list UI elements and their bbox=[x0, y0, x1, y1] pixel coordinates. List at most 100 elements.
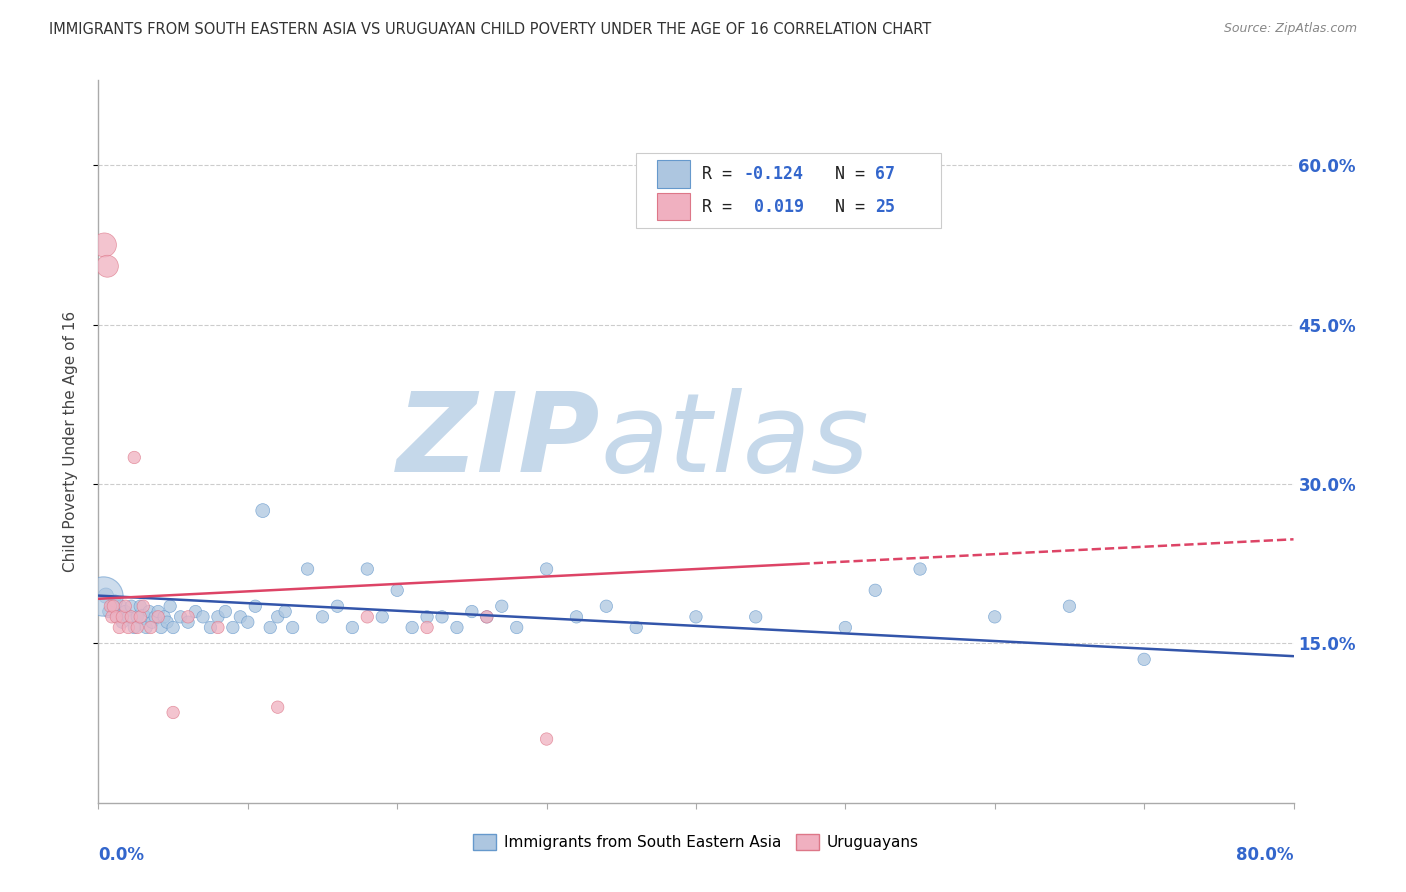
Text: N =: N = bbox=[815, 165, 876, 183]
Point bbox=[214, 605, 236, 619]
Point bbox=[156, 615, 179, 630]
Point bbox=[252, 503, 274, 517]
Point bbox=[127, 620, 149, 634]
Text: R =: R = bbox=[702, 165, 742, 183]
Point bbox=[107, 610, 129, 624]
Point bbox=[685, 610, 707, 624]
Point bbox=[565, 610, 588, 624]
Point bbox=[745, 610, 768, 624]
Point bbox=[111, 610, 134, 624]
Point bbox=[1133, 652, 1156, 666]
Point bbox=[135, 620, 157, 634]
Text: Source: ZipAtlas.com: Source: ZipAtlas.com bbox=[1223, 22, 1357, 36]
Point bbox=[311, 610, 333, 624]
Y-axis label: Child Poverty Under the Age of 16: Child Poverty Under the Age of 16 bbox=[63, 311, 77, 572]
Point bbox=[141, 615, 163, 630]
Text: N =: N = bbox=[815, 198, 876, 216]
Point bbox=[297, 562, 319, 576]
Point bbox=[356, 562, 378, 576]
Point bbox=[127, 610, 149, 624]
Point bbox=[536, 732, 558, 747]
Point bbox=[177, 615, 200, 630]
Point bbox=[236, 615, 259, 630]
Text: 80.0%: 80.0% bbox=[1236, 847, 1294, 864]
Legend: Immigrants from South Eastern Asia, Uruguayans: Immigrants from South Eastern Asia, Urug… bbox=[467, 829, 925, 856]
Point bbox=[595, 599, 617, 614]
Point bbox=[101, 599, 124, 614]
Point bbox=[132, 610, 155, 624]
Point bbox=[506, 620, 529, 634]
Point bbox=[117, 620, 139, 634]
Point bbox=[132, 599, 155, 614]
Point bbox=[93, 238, 115, 252]
Point bbox=[96, 259, 118, 273]
Point bbox=[229, 610, 252, 624]
Point bbox=[97, 605, 120, 619]
Point bbox=[114, 605, 136, 619]
Point bbox=[908, 562, 931, 576]
Text: IMMIGRANTS FROM SOUTH EASTERN ASIA VS URUGUAYAN CHILD POVERTY UNDER THE AGE OF 1: IMMIGRANTS FROM SOUTH EASTERN ASIA VS UR… bbox=[49, 22, 931, 37]
Point bbox=[98, 599, 122, 614]
Point bbox=[274, 605, 297, 619]
Point bbox=[117, 610, 139, 624]
Point bbox=[536, 562, 558, 576]
Point bbox=[124, 450, 146, 465]
Point bbox=[281, 620, 304, 634]
Point bbox=[356, 610, 378, 624]
Point bbox=[159, 599, 181, 614]
Point bbox=[984, 610, 1007, 624]
Point bbox=[416, 620, 439, 634]
Point bbox=[446, 620, 468, 634]
Point bbox=[385, 583, 409, 598]
Point bbox=[105, 610, 128, 624]
Point bbox=[103, 599, 125, 614]
Point bbox=[138, 605, 160, 619]
Point bbox=[491, 599, 513, 614]
Point bbox=[94, 589, 117, 603]
Text: R =: R = bbox=[702, 198, 742, 216]
Point bbox=[371, 610, 394, 624]
Point bbox=[101, 610, 124, 624]
Point bbox=[475, 610, 498, 624]
Point bbox=[342, 620, 364, 634]
Point bbox=[110, 599, 132, 614]
Point bbox=[108, 620, 131, 634]
Point bbox=[259, 620, 281, 634]
Point bbox=[162, 706, 184, 720]
Point bbox=[120, 599, 142, 614]
Point bbox=[326, 599, 349, 614]
Text: -0.124: -0.124 bbox=[744, 165, 804, 183]
Text: 67: 67 bbox=[876, 165, 896, 183]
Text: 0.0%: 0.0% bbox=[98, 847, 145, 864]
Point bbox=[124, 620, 146, 634]
Bar bbox=[657, 193, 690, 220]
Bar bbox=[657, 161, 690, 188]
Text: 25: 25 bbox=[876, 198, 896, 216]
Point bbox=[626, 620, 648, 634]
Point bbox=[148, 605, 170, 619]
Point bbox=[430, 610, 453, 624]
Point bbox=[143, 610, 166, 624]
Text: ZIP: ZIP bbox=[396, 388, 600, 495]
FancyBboxPatch shape bbox=[637, 153, 941, 228]
Point bbox=[177, 610, 200, 624]
Text: 0.019: 0.019 bbox=[744, 198, 804, 216]
Point bbox=[184, 605, 207, 619]
Text: atlas: atlas bbox=[600, 388, 869, 495]
Point bbox=[129, 610, 152, 624]
Point bbox=[461, 605, 484, 619]
Point bbox=[222, 620, 245, 634]
Point bbox=[104, 594, 127, 608]
Point bbox=[200, 620, 222, 634]
Point bbox=[475, 610, 498, 624]
Point bbox=[207, 620, 229, 634]
Point bbox=[267, 610, 290, 624]
Point bbox=[401, 620, 423, 634]
Point bbox=[834, 620, 856, 634]
Point bbox=[191, 610, 214, 624]
Point bbox=[267, 700, 290, 714]
Point bbox=[148, 610, 170, 624]
Point bbox=[865, 583, 887, 598]
Point bbox=[111, 615, 134, 630]
Point bbox=[169, 610, 191, 624]
